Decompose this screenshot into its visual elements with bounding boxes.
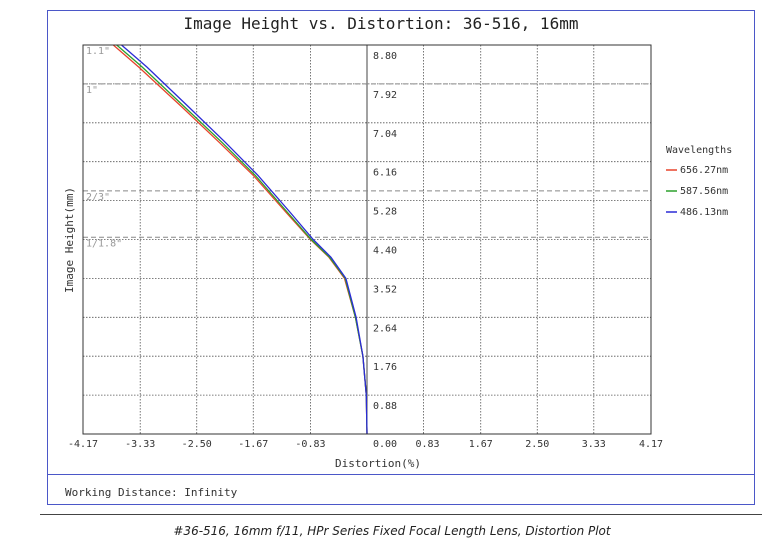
x-tick-label: 0.83 xyxy=(415,439,439,450)
y-tick-label: 7.04 xyxy=(373,129,397,140)
y-axis-label: Image Height(mm) xyxy=(63,187,76,293)
series-lines xyxy=(112,45,368,434)
x-tick-label: 1.67 xyxy=(469,439,493,450)
y-tick-label: 2.64 xyxy=(373,323,397,334)
grid xyxy=(82,44,652,434)
x-tick-label: 0.00 xyxy=(373,439,397,450)
x-tick-label: -1.67 xyxy=(238,439,268,450)
y-tick-label: 5.28 xyxy=(373,207,397,218)
y-tick-label: 3.52 xyxy=(373,284,397,295)
y-tick-label: 6.16 xyxy=(373,168,397,179)
footer-divider xyxy=(47,474,755,475)
x-tick-label: -2.50 xyxy=(182,439,212,450)
sensor-label: 1" xyxy=(86,85,98,96)
chart-title: Image Height vs. Distortion: 36-516, 16m… xyxy=(184,14,579,33)
legend-title: Wavelengths xyxy=(666,145,732,156)
sensor-label: 1/1.8" xyxy=(86,238,122,249)
figure-caption: #36-516, 16mm f/11, HPr Series Fixed Foc… xyxy=(173,524,611,538)
y-tick-label: 1.76 xyxy=(373,362,397,373)
plot-area xyxy=(82,44,652,435)
caption-rule xyxy=(40,514,762,515)
x-tick-labels: -4.17 -3.33 -2.50 -1.67 -0.83 0.00 0.83 1.67 2.5… xyxy=(68,439,663,450)
legend-entry: 587.56nm xyxy=(680,186,728,197)
sensor-label: 1.1" xyxy=(86,46,110,57)
y-tick-label: 0.88 xyxy=(373,401,397,412)
y-tick-labels: 0.88 1.76 2.64 3.52 4.40 5.28 6.16 7.04 7.92 8.80 xyxy=(373,51,397,412)
chart-frame xyxy=(47,10,755,505)
sensor-label: 2/3" xyxy=(86,192,110,203)
y-tick-label: 8.80 xyxy=(373,51,397,62)
x-axis-label: Distortion(%) xyxy=(335,457,421,470)
working-distance-label: Working Distance: Infinity xyxy=(65,486,238,499)
legend-entry: 656.27nm xyxy=(680,165,728,176)
legend-entry: 486.13nm xyxy=(680,207,728,218)
x-tick-label: -0.83 xyxy=(295,439,325,450)
y-tick-label: 4.40 xyxy=(373,246,397,257)
x-tick-label: 4.17 xyxy=(639,439,663,450)
x-tick-label: 3.33 xyxy=(582,439,606,450)
x-tick-label: -4.17 xyxy=(68,439,98,450)
y-tick-label: 7.92 xyxy=(373,90,397,101)
series-line-48613nm xyxy=(120,45,368,434)
x-tick-label: -3.33 xyxy=(125,439,155,450)
legend: Wavelengths 656.27nm 587.56nm 486.13nm xyxy=(666,145,732,218)
x-tick-label: 2.50 xyxy=(525,439,549,450)
